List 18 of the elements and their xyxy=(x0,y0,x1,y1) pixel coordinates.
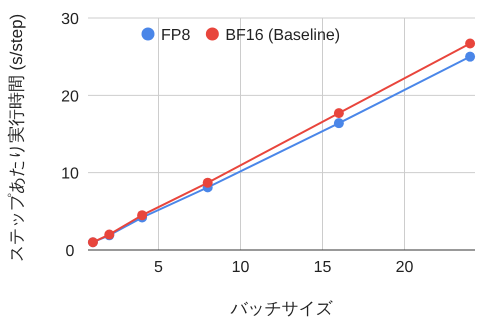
point xyxy=(334,108,344,118)
y-tick-label: 10 xyxy=(61,166,79,183)
y-tick-label: 30 xyxy=(61,11,79,28)
x-tick-label: 20 xyxy=(396,259,414,276)
legend-label: BF16 (Baseline) xyxy=(225,27,340,44)
point xyxy=(202,178,213,188)
x-tick-label: 15 xyxy=(314,259,332,276)
legend-label: FP8 xyxy=(161,27,190,44)
point xyxy=(137,210,148,220)
y-tick-label: 0 xyxy=(66,243,75,260)
x-tick-label: 10 xyxy=(232,259,250,276)
x-tick-label: 5 xyxy=(154,259,164,276)
y-axis-title: ステップあたり実行時間 (s/step) xyxy=(7,14,26,262)
point xyxy=(465,52,476,62)
point xyxy=(334,118,344,128)
x-axis-title: バッチサイズ xyxy=(230,299,334,318)
y-tick-label: 20 xyxy=(61,88,79,106)
point xyxy=(465,38,476,49)
